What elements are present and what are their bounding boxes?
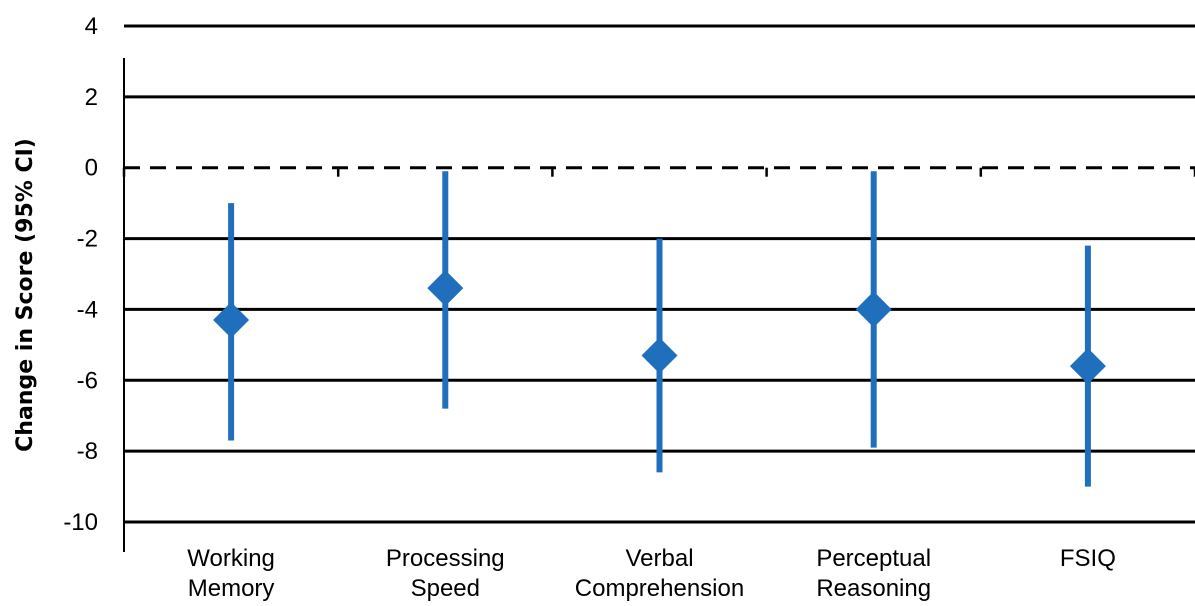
y-tick-labels: 4 2 0 -2 -4 -6 -8 -10 (63, 13, 98, 536)
y-tick-label: -6 (77, 367, 98, 394)
point-marker (213, 302, 250, 339)
y-tick-label: -10 (63, 509, 98, 536)
category-label: Working Memory (187, 545, 275, 602)
category-labels: Working Memory Processing Speed Verbal Compre… (187, 545, 1116, 602)
point-marker (427, 270, 464, 307)
category-label: Perceptual Reasoning (816, 545, 931, 602)
y-tick-label: -8 (77, 438, 98, 465)
category-label: Verbal Comprehension (575, 545, 744, 602)
category-label: Processing Speed (386, 545, 505, 602)
y-tick-label: 0 (85, 155, 98, 182)
point-marker (1069, 348, 1106, 385)
category-label: FSIQ (1060, 545, 1116, 572)
y-tick-label: 4 (85, 13, 98, 40)
axes (122, 58, 1195, 552)
y-tick-label: -4 (77, 296, 98, 323)
y-tick-label: -2 (77, 226, 98, 253)
data-marks (213, 171, 1106, 487)
y-axis-title: Change in Score (95% CI) (13, 138, 38, 452)
y-tick-label: 2 (85, 84, 98, 111)
point-marker (641, 337, 678, 374)
point-marker (855, 291, 892, 328)
